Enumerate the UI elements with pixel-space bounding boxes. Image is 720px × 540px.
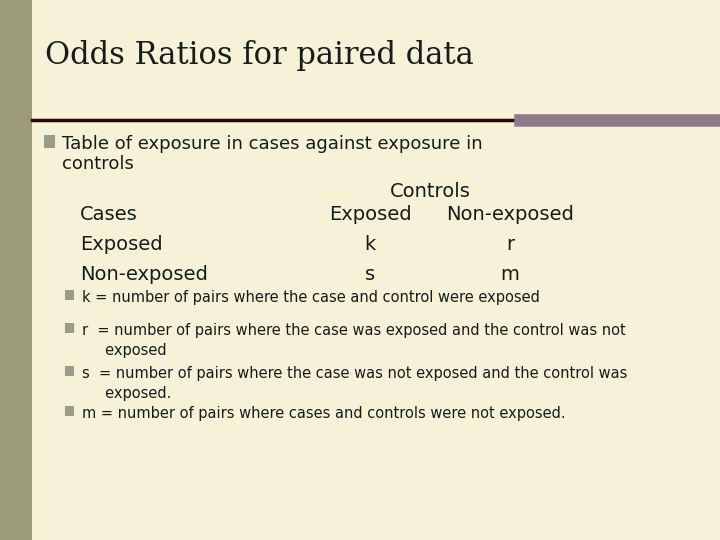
Bar — [65, 406, 74, 416]
Text: controls: controls — [62, 155, 134, 173]
Text: r  = number of pairs where the case was exposed and the control was not
     exp: r = number of pairs where the case was e… — [82, 323, 626, 358]
Text: Controls: Controls — [390, 182, 470, 201]
Text: Exposed: Exposed — [329, 205, 411, 224]
Text: Table of exposure in cases against exposure in: Table of exposure in cases against expos… — [62, 135, 482, 153]
Bar — [65, 366, 74, 376]
Text: r: r — [506, 235, 514, 254]
Bar — [0, 0, 32, 540]
Bar — [44, 135, 55, 148]
Text: Non-exposed: Non-exposed — [446, 205, 574, 224]
Text: s: s — [365, 265, 375, 284]
Text: s  = number of pairs where the case was not exposed and the control was
     exp: s = number of pairs where the case was n… — [82, 366, 627, 401]
Text: k = number of pairs where the case and control were exposed: k = number of pairs where the case and c… — [82, 290, 540, 305]
Text: m: m — [500, 265, 519, 284]
Text: Odds Ratios for paired data: Odds Ratios for paired data — [45, 40, 474, 71]
Bar — [65, 323, 74, 333]
Bar — [65, 290, 74, 300]
Text: m = number of pairs where cases and controls were not exposed.: m = number of pairs where cases and cont… — [82, 406, 566, 421]
Text: k: k — [364, 235, 376, 254]
Text: Exposed: Exposed — [80, 235, 163, 254]
Text: Non-exposed: Non-exposed — [80, 265, 208, 284]
Text: Cases: Cases — [80, 205, 138, 224]
